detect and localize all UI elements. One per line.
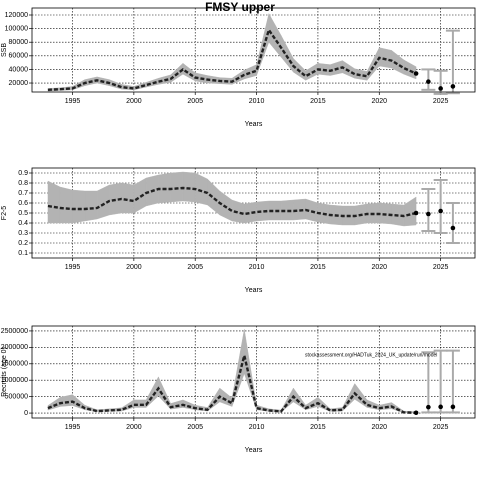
y-tick-label: 100000 — [5, 25, 28, 32]
plot-frame — [31, 7, 476, 93]
x-tick-label: 2015 — [310, 264, 326, 271]
x-tick-label: 1995 — [65, 264, 81, 271]
confidence-band — [207, 387, 220, 412]
y-tick-label: 40000 — [9, 66, 29, 73]
forecast-point — [426, 79, 431, 84]
confidence-band — [293, 387, 306, 411]
confidence-band — [268, 12, 282, 58]
y-tick-label: 120000 — [5, 12, 28, 19]
x-tick-label: 2015 — [310, 98, 326, 105]
y-tick-label: 0.5 — [18, 210, 28, 217]
x-tick-label: 2000 — [126, 98, 142, 105]
y-axis-label: F2-5 — [1, 206, 8, 221]
confidence-band — [47, 180, 61, 224]
annotation: stockassessment.org/HADTuk_2024_UK_updat… — [305, 352, 437, 358]
x-tick-label: 2025 — [433, 98, 449, 105]
confidence-band — [280, 35, 294, 73]
confidence-band — [182, 62, 196, 82]
last-point — [413, 410, 419, 416]
y-tick-label: 20000 — [9, 80, 29, 87]
median-line — [47, 355, 417, 414]
x-tick-label: 2020 — [371, 424, 387, 431]
forecast-point — [450, 84, 456, 89]
forecast-point — [426, 404, 431, 410]
x-tick-label: 2015 — [310, 424, 326, 431]
y-tick-label: 2500000 — [1, 328, 28, 335]
y-axis-label: Recruits (age 0) — [1, 347, 8, 397]
forecast-point — [450, 225, 456, 231]
forecast-point — [450, 404, 456, 410]
confidence-band — [379, 47, 392, 69]
x-tick-label: 2000 — [126, 264, 142, 271]
last-point — [413, 210, 419, 216]
x-tick-label: 2020 — [371, 264, 387, 271]
y-tick-label: 0.2 — [18, 240, 28, 247]
y-tick-label: 1000000 — [1, 377, 28, 384]
confidence-band — [72, 189, 85, 224]
y-tick-label: 1500000 — [1, 361, 28, 368]
y-tick-label: 0.7 — [18, 190, 28, 197]
median-line — [47, 27, 417, 92]
y-tick-label: 0.8 — [18, 180, 28, 187]
x-tick-label: 2025 — [433, 264, 449, 271]
y-tick-label: 0 — [24, 410, 28, 417]
y-tick-label: 0.4 — [18, 220, 28, 227]
confidence-band — [354, 68, 368, 81]
confidence-band — [207, 178, 220, 216]
y-tick-label: 0.1 — [18, 250, 28, 257]
plot-frame — [31, 325, 476, 419]
confidence-band — [84, 190, 98, 222]
forecast-point — [438, 208, 443, 214]
x-tick-label: 2000 — [126, 424, 142, 431]
confidence-band — [391, 49, 405, 75]
x-tick-label: 2025 — [433, 424, 449, 431]
x-tick-label: 2005 — [187, 98, 203, 105]
confidence-band — [403, 59, 417, 80]
last-point — [413, 71, 419, 76]
x-tick-label: 2010 — [249, 98, 265, 105]
x-tick-label: 2010 — [249, 264, 265, 271]
forecast-point — [426, 211, 431, 217]
y-tick-label: 500000 — [5, 393, 28, 400]
y-tick-label: 0.3 — [18, 230, 28, 237]
confidence-band — [121, 182, 135, 214]
y-tick-label: 60000 — [9, 53, 29, 60]
forecast-point — [438, 86, 443, 91]
x-axis-label: Years — [245, 447, 263, 454]
x-tick-label: 1995 — [65, 424, 81, 431]
y-tick-label: 80000 — [9, 39, 29, 46]
confidence-band — [293, 58, 306, 81]
x-axis-label: Years — [245, 287, 263, 294]
confidence-band — [182, 171, 196, 203]
forecast-point — [438, 404, 443, 410]
x-tick-label: 2010 — [249, 424, 265, 431]
confidence-band — [195, 172, 208, 206]
confidence-band — [133, 177, 147, 214]
confidence-band — [403, 196, 417, 227]
confidence-band — [219, 387, 233, 407]
y-axis-label: SSB — [1, 43, 8, 57]
plot-frame — [31, 167, 476, 259]
chart-title: FMSY upper — [205, 0, 275, 14]
x-tick-label: 2020 — [371, 98, 387, 105]
y-tick-label: 0.9 — [18, 170, 28, 177]
x-tick-label: 1995 — [65, 98, 81, 105]
y-tick-label: 2000000 — [1, 344, 28, 351]
x-tick-label: 2005 — [187, 424, 203, 431]
y-tick-label: 0.6 — [18, 200, 28, 207]
confidence-band — [60, 186, 73, 224]
x-axis-label: Years — [245, 121, 263, 128]
median-line — [47, 186, 417, 218]
x-tick-label: 2005 — [187, 264, 203, 271]
